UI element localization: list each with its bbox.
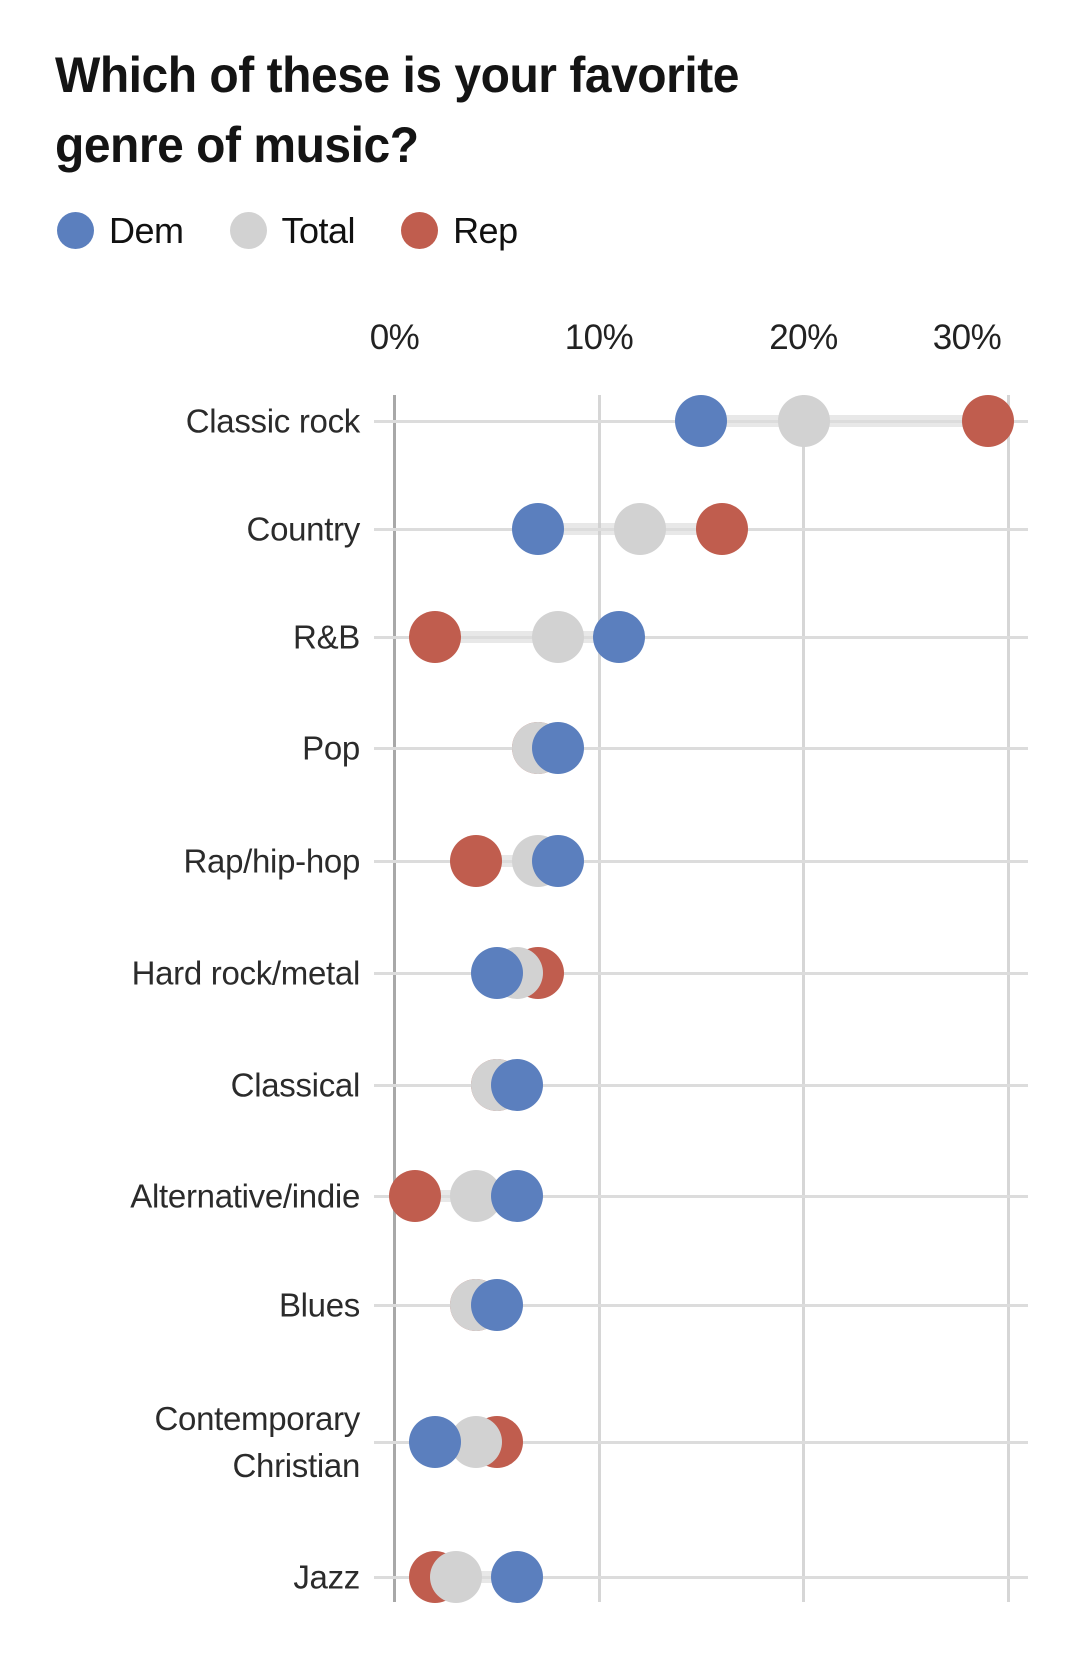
row-track <box>374 971 1028 975</box>
dot-dem <box>470 947 523 999</box>
dot-dem <box>491 1170 544 1222</box>
x-axis-tick-label: 20% <box>769 318 838 357</box>
dot-rep <box>409 611 462 663</box>
gridline-30% <box>1006 395 1010 1602</box>
legend-dot-rep-icon <box>401 212 439 249</box>
row-track <box>374 1194 1028 1198</box>
legend-label-rep: Rep <box>453 209 518 251</box>
legend-dot-total-icon <box>229 212 267 249</box>
category-label: Country <box>246 510 361 548</box>
dot-rep <box>695 503 748 555</box>
category-label: Contemporary Christian <box>154 1400 361 1484</box>
category-label: Classic rock <box>185 402 361 440</box>
gridline-10% <box>597 395 601 1602</box>
legend: Dem Total Rep <box>57 212 518 249</box>
dot-total <box>532 611 585 663</box>
row-track <box>374 1303 1028 1307</box>
dot-rep <box>961 395 1014 447</box>
x-axis-tick-label: 10% <box>564 318 634 357</box>
row-track <box>374 1575 1028 1579</box>
dot-rep <box>388 1170 441 1222</box>
dot-dem <box>511 503 564 555</box>
dot-dem <box>532 835 585 887</box>
legend-dot-dem-icon <box>57 212 94 249</box>
chart-title: Which of these is your favorite genre of… <box>55 47 739 173</box>
dot-total <box>777 395 830 447</box>
x-axis-tick-label: 0% <box>369 318 420 357</box>
row-track <box>374 635 1028 639</box>
legend-item-rep: Rep <box>401 212 518 249</box>
category-label: Classical <box>230 1066 361 1104</box>
gridline-20% <box>802 395 805 1602</box>
dot-dem <box>532 722 585 774</box>
dot-rep <box>450 835 503 887</box>
category-label: R&B <box>293 618 360 656</box>
row-track <box>374 1083 1028 1087</box>
category-label: Alternative/indie <box>130 1177 360 1215</box>
legend-label-dem: Dem <box>109 209 184 251</box>
dot-dem <box>491 1059 544 1111</box>
row-track <box>374 746 1028 750</box>
dot-total <box>429 1551 482 1603</box>
dot-dem <box>593 611 646 663</box>
row-track <box>374 1440 1028 1444</box>
legend-item-total: Total <box>229 209 356 251</box>
category-label: Blues <box>278 1286 360 1324</box>
dot-total <box>613 503 666 555</box>
dot-dem <box>491 1551 544 1603</box>
dot-dem <box>409 1416 462 1468</box>
legend-item-dem: Dem <box>57 212 184 249</box>
category-label: Pop <box>302 729 360 767</box>
legend-label-total: Total <box>281 209 356 251</box>
dot-dem <box>470 1279 523 1331</box>
category-label: Hard rock/metal <box>131 954 361 992</box>
category-label: Jazz <box>293 1558 360 1596</box>
gridline-0% <box>393 395 396 1602</box>
dot-dem <box>675 395 728 447</box>
row-track <box>374 859 1028 863</box>
x-axis-tick-label: 30% <box>932 318 1002 357</box>
category-label: Rap/hip-hop <box>183 842 361 880</box>
